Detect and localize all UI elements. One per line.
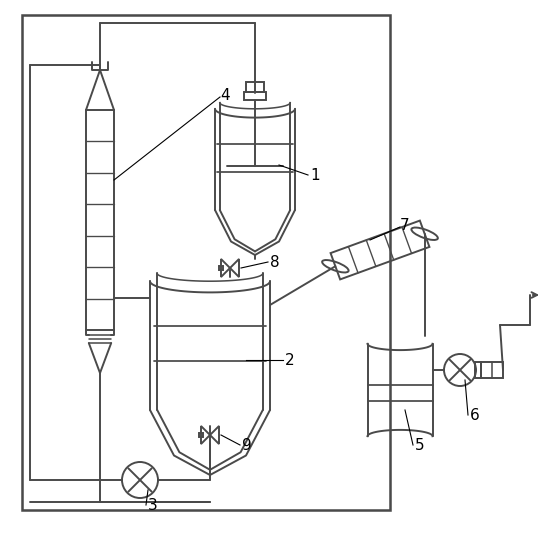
Text: 3: 3 [148,497,158,513]
Text: 9: 9 [242,438,252,452]
Text: 7: 7 [400,218,410,232]
Bar [475,362,481,378]
Text: 5: 5 [415,438,424,452]
Bar [199,433,203,437]
Bar [481,362,503,378]
Text: 1: 1 [310,167,320,182]
Bar [244,92,266,99]
Bar [246,81,264,92]
Text: 2: 2 [285,352,295,368]
Text: 4: 4 [220,87,230,103]
Bar [219,266,223,270]
Text: 8: 8 [270,255,280,269]
Bar [22,15,390,510]
Text: 6: 6 [470,407,480,422]
